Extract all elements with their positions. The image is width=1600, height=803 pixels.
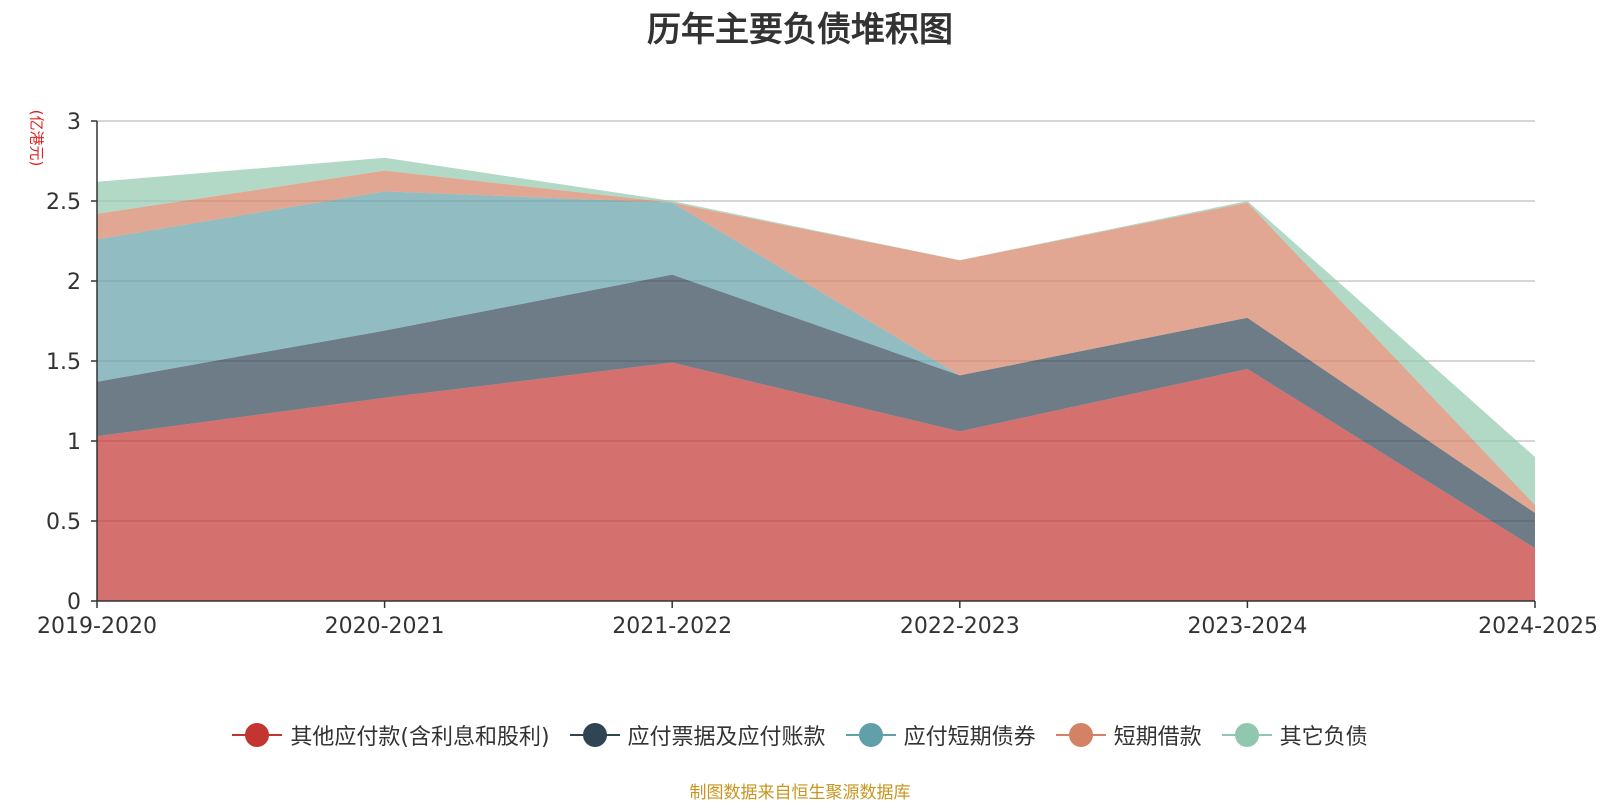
legend-marker-icon <box>232 723 283 747</box>
legend-item[interactable]: 短期借款 <box>1055 719 1202 751</box>
y-tick-label: 1.5 <box>46 350 81 375</box>
data-source-note: 制图数据来自恒生聚源数据库 <box>689 783 911 803</box>
x-tick-label: 2022-2023 <box>900 614 1020 639</box>
legend-item[interactable]: 其它负债 <box>1221 719 1368 751</box>
y-tick-label: 0.5 <box>46 510 81 535</box>
x-tick-label: 2024-2025 <box>1478 614 1598 639</box>
y-tick-label: 2 <box>67 270 81 295</box>
x-tick-label: 2023-2024 <box>1187 614 1307 639</box>
area-series-group <box>97 157 1535 601</box>
y-tick-label: 0 <box>67 590 81 615</box>
legend-item[interactable]: 其他应付款(含利息和股利) <box>232 719 550 751</box>
x-tick-label: 2020-2021 <box>325 614 445 639</box>
x-axis-ticks: 2019-2020 2020-2021 2021-2022 2022-2023 2023… <box>37 601 1598 639</box>
legend-marker-icon <box>569 723 620 747</box>
area-series-2 <box>97 274 1535 549</box>
legend-item[interactable]: 应付票据及应付账款 <box>569 719 826 751</box>
y-tick-label: 2.5 <box>46 190 81 215</box>
legend-label: 应付短期债券 <box>903 725 1036 750</box>
legend-marker-icon <box>1055 723 1106 747</box>
legend-marker-icon <box>845 723 896 747</box>
legend-label: 其他应付款(含利息和股利) <box>290 725 550 750</box>
legend-marker-icon <box>1221 723 1272 747</box>
legend-label: 应付票据及应付账款 <box>627 725 826 750</box>
chart-title: 历年主要负债堆积图 <box>647 10 953 50</box>
x-tick-label: 2021-2022 <box>612 614 732 639</box>
legend-label: 其它负债 <box>1279 725 1368 750</box>
y-axis-ticks: 0 0.5 1 1.5 2 2.5 3 <box>46 110 97 615</box>
area-series-3 <box>97 191 1535 513</box>
y-tick-label: 1 <box>67 430 81 455</box>
legend: 其他应付款(含利息和股利) 应付票据及应付账款 应付短期债券 短期借款 其它负债 <box>0 719 1600 751</box>
legend-label: 短期借款 <box>1113 725 1202 750</box>
x-tick-label: 2019-2020 <box>37 614 157 639</box>
area-series-4 <box>97 170 1535 513</box>
legend-item[interactable]: 应付短期债券 <box>845 719 1036 751</box>
area-series-1 <box>97 362 1535 601</box>
y-tick-label: 3 <box>67 110 81 135</box>
